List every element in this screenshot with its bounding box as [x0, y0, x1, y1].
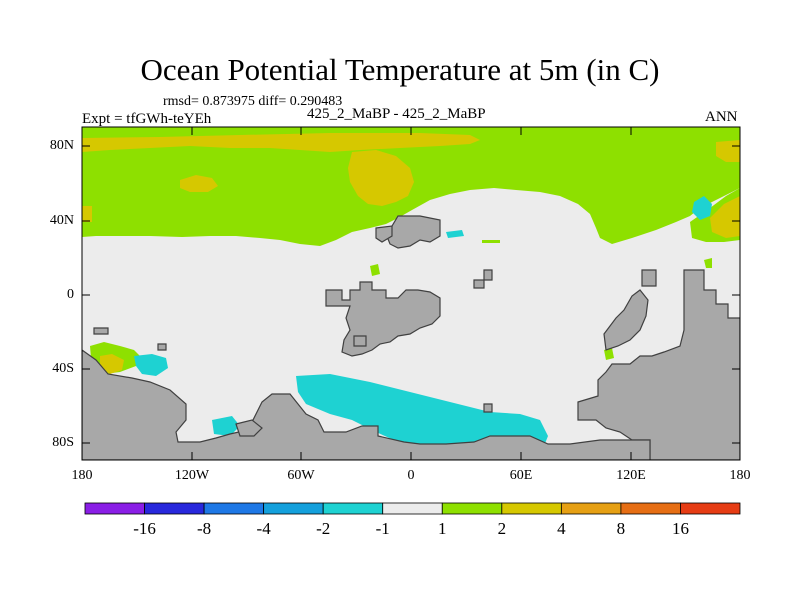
lat-tick-label: 80S: [52, 435, 74, 450]
yellow-region-atlantic: [348, 150, 414, 206]
colorbar-swatch: [84, 502, 145, 515]
colorbar-label: -8: [196, 519, 212, 538]
lon-tick-label: 120E: [616, 468, 646, 483]
lon-tick-label: 0: [407, 468, 415, 483]
stats-label: rmsd= 0.873975 diff= 0.290483: [163, 94, 343, 109]
yellow-region-northeast: [710, 196, 740, 238]
yellow-region-westedge: [82, 206, 92, 222]
colorbar-swatch: [263, 502, 324, 515]
land-north-block-2: [375, 225, 393, 243]
colorbar-swatch: [680, 502, 741, 515]
land-island-2: [473, 279, 485, 289]
colorbar-label: -4: [256, 519, 271, 538]
colorbar-label: 2: [497, 519, 507, 538]
yellow-region-southwest: [100, 354, 124, 374]
lat-tick-label: 40N: [49, 213, 74, 228]
lat-tick-label: 40S: [52, 361, 74, 376]
colorbar-label: -16: [133, 519, 156, 538]
colorbar-swatch: [382, 502, 443, 515]
yellow-region-arctic: [82, 133, 480, 152]
colorbar-swatch: [620, 502, 681, 515]
land-island-1: [483, 269, 493, 281]
season-label: ANN: [705, 109, 738, 125]
experiment-label: Expt = tfGWh-teYEh: [82, 111, 212, 127]
cyan-region-southwest: [134, 354, 168, 376]
cases-label: 425_2_MaBP - 425_2_MaBP: [307, 106, 486, 122]
colorbar-label: 16: [671, 519, 689, 538]
lon-tick-label: 180: [729, 468, 751, 483]
colorbar-swatch: [560, 502, 622, 515]
land-island-3: [641, 269, 657, 287]
lon-tick-label: 60E: [509, 468, 533, 483]
land-southeast-continent: [577, 269, 740, 460]
cyan-region-southern-ocean-west: [212, 416, 240, 436]
colorbar-label: 4: [557, 519, 566, 538]
cyan-region-southern-ocean: [296, 374, 548, 448]
land-southeast-north-piece: [603, 289, 649, 351]
map-field: [82, 127, 740, 460]
green-patch-2: [482, 240, 500, 243]
cyan-region-north: [446, 230, 464, 238]
tick-marks: [82, 127, 740, 460]
colorbar-label: -2: [316, 519, 331, 538]
cyan-region-northeast: [692, 196, 712, 220]
colorbar-label: -1: [375, 519, 390, 538]
map-title: Ocean Potential Temperature at 5m (in C): [140, 52, 660, 87]
green-patch-1: [370, 264, 380, 276]
lon-tick-label: 180: [71, 468, 93, 483]
land-masses: [82, 215, 740, 460]
colorbar-swatch: [322, 502, 384, 515]
land-southern-continent: [82, 349, 651, 460]
colorbar-label: 1: [438, 519, 447, 538]
colorbar-label: 8: [616, 519, 626, 538]
land-island-6: [353, 335, 367, 347]
land-island-7: [483, 403, 493, 413]
colorbar-swatch: [203, 502, 265, 515]
colorbar: [84, 502, 741, 515]
colorbar-swatch: [501, 502, 562, 515]
land-island-5: [157, 343, 167, 351]
colorbar-swatch: [144, 502, 205, 515]
lon-tick-label: 60W: [287, 468, 315, 483]
lat-tick-label: 0: [67, 287, 74, 302]
green-patch-3: [604, 348, 614, 360]
yellow-region-pacific: [180, 175, 218, 192]
lat-tick-label: 80N: [49, 138, 74, 153]
lon-tick-label: 120W: [174, 468, 210, 483]
colorbar-swatch: [441, 502, 503, 515]
land-island-4: [93, 327, 109, 335]
green-patch-4: [704, 258, 712, 268]
land-southern-peninsula: [235, 419, 263, 437]
